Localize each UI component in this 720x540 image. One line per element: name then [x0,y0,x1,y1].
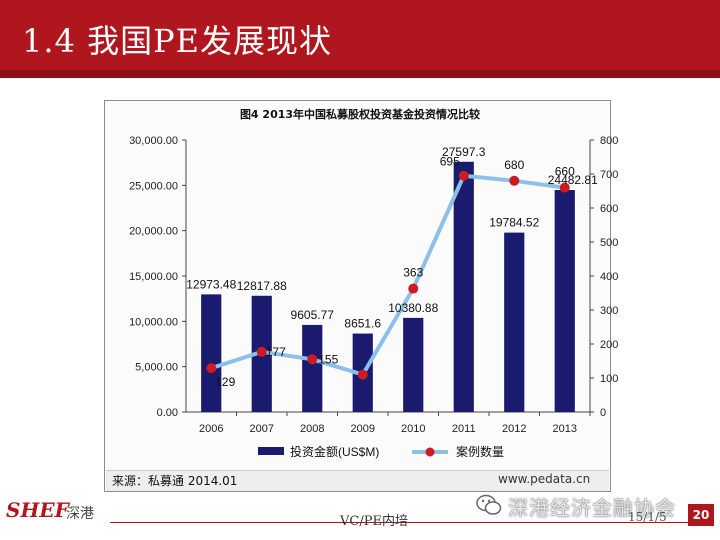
wechat-icon [476,494,502,515]
x-tick-label: 2007 [250,423,274,435]
y-right-tick-label: 500 [600,237,618,249]
footer-date: 15/1/5 [628,510,667,524]
y-left-tick-label: 15,000.00 [129,271,178,283]
bar-value-label: 27597.3 [442,145,486,159]
line-value-label: 695 [440,155,460,169]
case-count-point-2007 [256,346,267,357]
case-count-point-2008 [307,354,318,365]
y-left-tick-label: 20,000.00 [129,226,178,238]
legend-swatch-bar [258,447,284,455]
slide-title: 1.4 我国PE发展现状 [22,22,332,60]
bar-value-label: 24482.81 [548,173,598,187]
line-value-label: 680 [504,158,524,172]
x-tick-label: 2012 [502,423,526,435]
source-url: www.pedata.cn [498,472,591,486]
footer-label: VC/PE内培 [340,514,408,529]
legend-swatch-marker [425,447,435,457]
chart-title: 图4 2013年中国私募股权投资基金投资情况比较 [239,108,481,121]
bar-value-label: 12817.88 [237,279,287,293]
y-left-tick-label: 5,000.00 [135,362,178,374]
case-count-point-2011 [458,170,469,181]
line-value-label: 363 [403,266,423,280]
watermark-text: 深港经济金融协会 [508,496,676,520]
y-left-tick-label: 10,000.00 [129,316,178,328]
bar-value-label: 8651.6 [344,317,381,331]
line-value-label: 660 [555,165,575,179]
source-text: 来源：私募通 2014.01 [112,474,238,488]
x-tick-label: 2010 [401,423,425,435]
case-count-point-2006 [206,363,217,374]
chart-frame [104,100,611,492]
footer-divider [110,522,690,523]
bar-value-label: 10380.88 [388,301,438,315]
case-count-point-2010 [408,283,419,294]
y-left-tick-label: 0.00 [157,407,178,419]
case-count-line [210,173,566,377]
title-bar-shadow [0,70,720,78]
line-value-label: 129 [215,375,235,389]
y-right-tick-label: 800 [600,135,618,147]
legend-label-line: 案例数量 [456,444,504,459]
y-right-tick-label: 100 [600,373,618,385]
page-number-badge: 20 [688,504,714,526]
y-right-tick-label: 300 [600,305,618,317]
source-bar [106,470,609,491]
y-right-tick-label: 200 [600,339,618,351]
bar-value-label: 19784.52 [489,216,539,230]
bar-2011 [453,161,474,412]
bar-2013 [554,190,575,412]
legend-label-bar: 投资金额(US$M) [290,444,379,459]
line-value-label: 155 [318,352,338,366]
x-tick-label: 2011 [452,423,476,435]
title-bar [0,0,720,78]
bar-2008 [302,324,323,412]
y-right-tick-label: 400 [600,271,618,283]
y-left-tick-label: 30,000.00 [129,135,178,147]
logo: SHEF [6,498,69,522]
x-tick-label: 2013 [553,423,577,435]
logo-cn: 深港 [66,506,94,522]
bar-2012 [504,232,525,412]
bar-value-label: 9605.77 [291,308,335,322]
y-left-tick-label: 25,000.00 [129,180,178,192]
case-count-point-2012 [509,175,520,186]
y-right-tick-label: 700 [600,169,618,181]
x-tick-label: 2008 [300,423,324,435]
bar-value-label: 12973.48 [186,277,236,291]
bar-2006 [201,294,222,412]
line-value-label: 177 [266,345,286,359]
y-right-tick-label: 600 [600,203,618,215]
case-count-point-2009 [357,369,368,380]
x-tick-label: 2009 [351,423,375,435]
bar-2010 [403,317,424,412]
y-right-tick-label: 0 [600,407,606,419]
case-count-point-2013 [559,182,570,193]
x-tick-label: 2006 [199,423,223,435]
